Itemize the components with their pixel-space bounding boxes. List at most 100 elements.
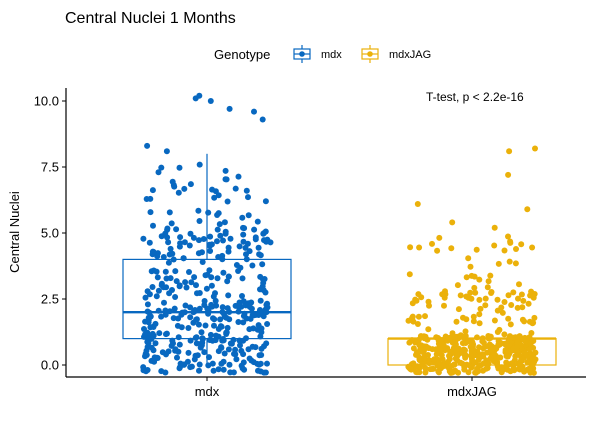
data-point <box>243 315 250 322</box>
data-point <box>207 336 214 343</box>
data-point <box>462 328 469 335</box>
data-point <box>431 356 438 363</box>
data-point <box>225 292 232 299</box>
legend-label: mdx <box>321 49 342 61</box>
data-point <box>158 313 165 320</box>
data-point <box>206 267 213 274</box>
data-point <box>465 255 472 262</box>
data-point <box>521 318 528 325</box>
data-point <box>251 108 257 115</box>
data-point <box>187 304 194 311</box>
data-point <box>264 321 271 327</box>
data-point <box>153 293 160 300</box>
data-point <box>227 369 234 376</box>
data-point <box>497 354 504 361</box>
data-point <box>485 278 492 285</box>
data-point <box>465 294 472 301</box>
data-point <box>235 173 242 180</box>
data-point <box>519 304 526 311</box>
data-point <box>190 309 197 316</box>
data-point <box>196 161 203 168</box>
data-point <box>425 326 432 333</box>
data-point <box>491 242 498 249</box>
data-point <box>502 347 509 353</box>
data-point <box>447 349 454 355</box>
data-point <box>171 183 178 190</box>
data-point <box>150 222 156 229</box>
data-point <box>245 194 251 201</box>
data-point <box>256 251 263 258</box>
data-point <box>187 314 194 321</box>
data-point <box>426 302 432 309</box>
data-point <box>491 346 498 353</box>
y-tick-label: 2.5 <box>41 292 59 307</box>
data-point <box>182 279 189 286</box>
data-point <box>239 275 246 282</box>
data-point <box>219 304 226 311</box>
data-point <box>165 348 172 355</box>
data-point <box>148 335 155 342</box>
data-point <box>507 238 514 245</box>
data-point <box>185 325 192 331</box>
data-point <box>211 322 217 329</box>
data-point <box>221 219 228 226</box>
data-point <box>199 335 206 342</box>
data-point <box>163 330 170 337</box>
data-point <box>236 299 243 306</box>
data-point <box>261 369 267 376</box>
data-point <box>448 245 455 252</box>
data-point <box>217 316 224 323</box>
data-point <box>232 185 239 192</box>
data-point <box>246 248 253 255</box>
data-point <box>160 254 167 260</box>
data-point <box>467 352 474 359</box>
data-point <box>140 235 147 242</box>
data-point <box>162 307 169 314</box>
data-point <box>506 148 513 155</box>
data-point <box>525 300 532 307</box>
data-point <box>158 164 165 171</box>
data-point <box>261 276 268 282</box>
data-point <box>175 334 182 341</box>
data-point <box>220 358 227 365</box>
data-point <box>155 287 162 294</box>
data-point <box>416 369 423 376</box>
data-point <box>421 355 428 362</box>
data-point <box>185 349 192 356</box>
data-point <box>241 310 248 317</box>
data-point <box>182 302 189 309</box>
data-point <box>252 344 259 351</box>
data-point <box>491 224 498 231</box>
data-point <box>476 296 483 303</box>
data-point <box>221 350 228 357</box>
data-point <box>196 92 203 99</box>
data-point <box>190 234 197 241</box>
data-point <box>187 181 194 188</box>
data-point <box>467 263 474 270</box>
data-point <box>214 275 221 282</box>
data-point <box>145 340 152 347</box>
data-point <box>158 233 165 240</box>
data-point <box>471 284 478 291</box>
data-point <box>466 362 473 369</box>
data-point <box>219 252 226 259</box>
data-point <box>177 364 183 371</box>
data-point <box>210 367 217 374</box>
data-point <box>165 239 172 246</box>
data-point <box>226 316 233 323</box>
data-point <box>177 240 184 247</box>
data-point <box>181 185 188 192</box>
box <box>122 258 292 340</box>
data-point <box>521 350 528 356</box>
data-point <box>144 367 151 373</box>
data-point <box>210 315 216 322</box>
data-point <box>239 214 246 221</box>
data-point <box>199 339 206 346</box>
data-point <box>235 308 242 315</box>
data-point <box>463 316 470 323</box>
points <box>405 145 539 376</box>
data-point <box>191 356 198 363</box>
data-point <box>407 365 414 372</box>
data-point <box>518 241 525 248</box>
data-point <box>528 344 534 351</box>
